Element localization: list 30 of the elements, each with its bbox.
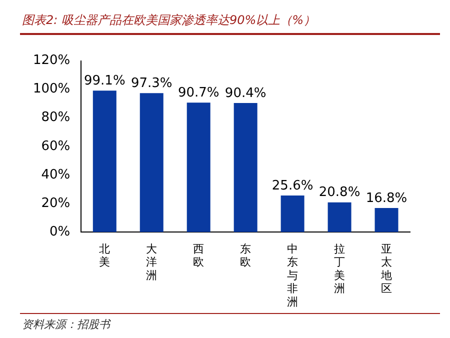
chart-title: 图表2: 吸尘器产品在欧美国家渗透率达90%以上（%）: [22, 12, 316, 29]
y-tick-label: 100%: [32, 82, 70, 97]
y-tick-label: 0%: [50, 224, 70, 240]
data-label: 97.3%: [130, 76, 172, 92]
x-tick-label: 大洋洲: [146, 242, 158, 282]
data-label: 90.7%: [178, 85, 220, 100]
bar: [374, 208, 398, 232]
x-tick-label: 中东与非洲: [287, 242, 298, 308]
data-label: 25.6%: [272, 178, 314, 194]
bar: [186, 102, 210, 232]
text: 资料来源：招股书: [22, 317, 110, 332]
y-tick-label: 80%: [41, 110, 70, 126]
y-tick-label: 20%: [41, 196, 70, 211]
y-tick-label: 40%: [41, 167, 70, 182]
bar: [234, 103, 258, 232]
bar: [280, 195, 304, 232]
data-label: 99.1%: [84, 73, 126, 88]
data-label: 90.4%: [224, 86, 266, 101]
bar: [92, 90, 116, 232]
data-label: 16.8%: [366, 190, 408, 206]
x-tick-label: 亚太地区: [380, 242, 392, 296]
data-label: 20.8%: [318, 185, 360, 200]
x-tick-label: 东欧: [240, 242, 252, 269]
y-tick-label: 120%: [32, 53, 70, 68]
y-tick-label: 60%: [41, 138, 70, 154]
x-tick-label: 北美: [99, 242, 110, 269]
bar: [328, 202, 352, 232]
x-tick-label: 拉丁美洲: [334, 242, 346, 296]
bar: [140, 93, 164, 232]
x-tick-label: 西欧: [193, 242, 204, 269]
